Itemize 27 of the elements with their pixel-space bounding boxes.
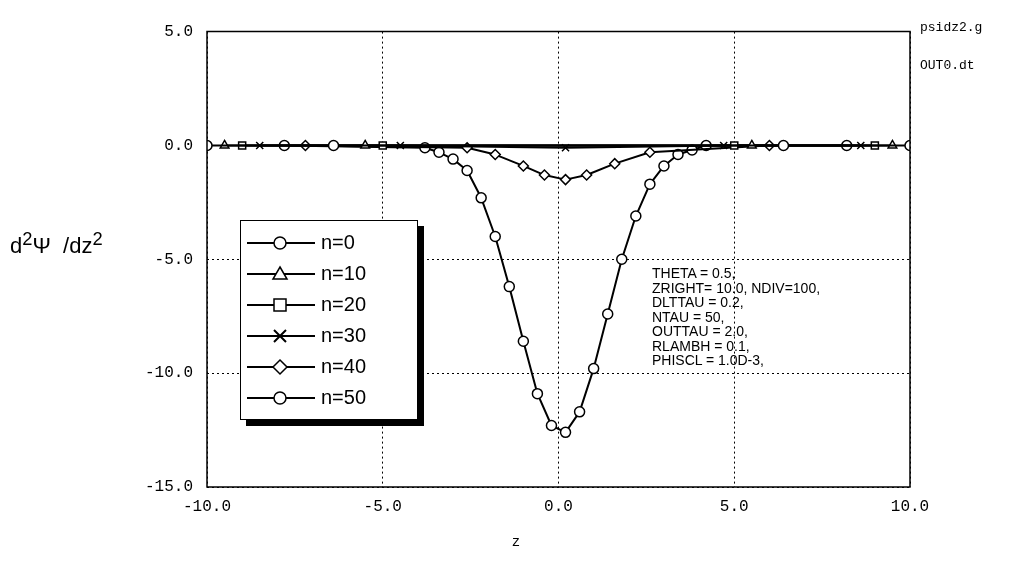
y-tick-label: 0.0 xyxy=(164,136,193,155)
x-tick-label: -10.0 xyxy=(182,497,232,516)
legend-label: n=20 xyxy=(321,293,367,316)
legend-label: n=30 xyxy=(321,324,367,347)
annotation: PHISCL = 1.0D-3, xyxy=(652,352,765,368)
annotation: NTAU = 50, xyxy=(652,308,725,325)
x-tick-label: 0.0 xyxy=(544,497,573,516)
annotation: RLAMBH = 0.1, xyxy=(652,337,751,354)
x-axis-title: z xyxy=(511,534,521,550)
legend-label: n=0 xyxy=(321,231,355,254)
legend-label: n=10 xyxy=(321,262,367,285)
annotation: THETA = 0.5, xyxy=(652,265,737,281)
y-tick-label: 5.0 xyxy=(164,22,193,41)
annotation: ZRIGHT= 10.0, NDIV=100, xyxy=(652,279,821,296)
y-tick-label: -5.0 xyxy=(154,250,193,269)
y-axis-title: d$^{2}$Ψ /dz$^{2}$ xyxy=(10,228,103,260)
annotation: OUTTAU = 2.0, xyxy=(652,323,749,339)
y-tick-label: -15.0 xyxy=(144,478,193,497)
x-tick-label: 10.0 xyxy=(890,497,930,516)
x-tick-label: 5.0 xyxy=(719,497,749,516)
y-tick-label: -10.0 xyxy=(144,364,193,383)
text: psidz2.g xyxy=(920,20,983,35)
text: OUT0.dt xyxy=(920,58,975,73)
x-tick-label: -5.0 xyxy=(363,497,402,516)
annotation: DLTTAU = 0.2, xyxy=(652,294,744,310)
legend-label: n=40 xyxy=(321,355,367,378)
legend-label: n=50 xyxy=(321,386,367,409)
